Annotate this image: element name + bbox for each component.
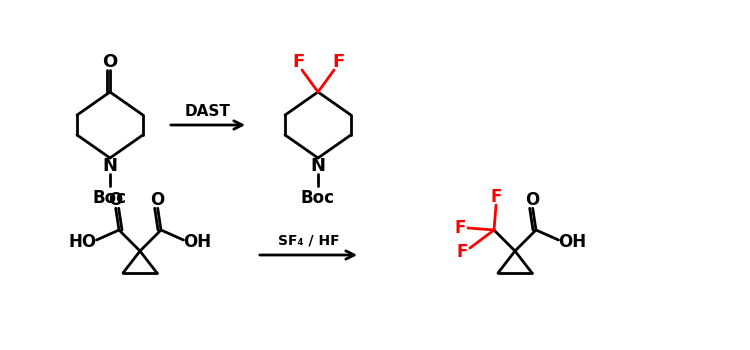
Text: F: F bbox=[332, 53, 344, 71]
Text: OH: OH bbox=[559, 233, 586, 251]
Text: F: F bbox=[456, 243, 468, 261]
Text: O: O bbox=[526, 191, 540, 209]
Text: DAST: DAST bbox=[185, 105, 231, 119]
Text: SF₄ / HF: SF₄ / HF bbox=[278, 234, 339, 248]
Text: O: O bbox=[151, 191, 165, 209]
Text: F: F bbox=[454, 219, 466, 237]
Text: N: N bbox=[310, 157, 326, 175]
Text: Boc: Boc bbox=[93, 189, 127, 207]
Text: O: O bbox=[109, 191, 123, 209]
Text: N: N bbox=[103, 157, 118, 175]
Text: F: F bbox=[490, 188, 502, 206]
Text: HO: HO bbox=[68, 233, 97, 251]
Text: Boc: Boc bbox=[301, 189, 335, 207]
Text: OH: OH bbox=[184, 233, 211, 251]
Text: F: F bbox=[292, 53, 304, 71]
Text: O: O bbox=[102, 53, 118, 71]
